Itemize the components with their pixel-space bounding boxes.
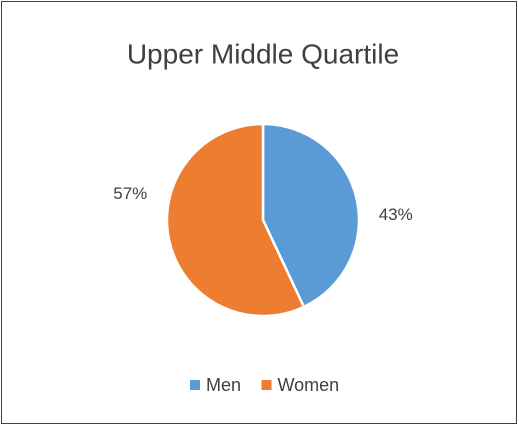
legend-swatch [261,380,272,390]
legend-label: Men [206,375,241,395]
legend-swatch [190,380,200,390]
data-label: 57% [113,184,147,203]
data-label: 43% [379,205,413,224]
pie-slice [261,122,361,309]
pie-slice [165,122,306,318]
chart-title: Upper Middle Quartile [127,38,399,69]
legend-label: Women [278,375,340,395]
